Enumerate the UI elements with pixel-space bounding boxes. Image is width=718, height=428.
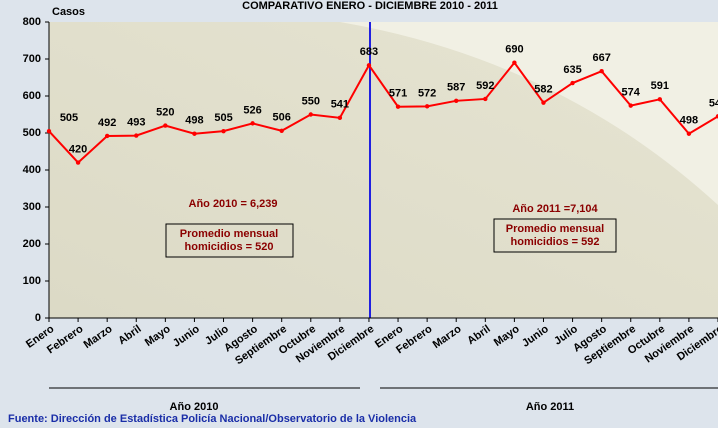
box-text: Promedio mensual (506, 223, 604, 235)
data-label: 505 (214, 112, 232, 124)
data-label: 493 (127, 116, 145, 128)
box-text: homicidios = 592 (511, 236, 600, 248)
annotation: Año 2011 =7,104 (512, 203, 598, 215)
y-tick-label: 800 (23, 16, 41, 28)
data-label: 498 (680, 115, 698, 127)
point (599, 69, 604, 74)
source: Fuente: Dirección de Estadística Policía… (8, 413, 417, 425)
point (366, 63, 372, 68)
data-label: 526 (243, 104, 261, 116)
point (104, 133, 110, 139)
x-tick-label: Junio (171, 323, 202, 350)
plot-highlight (340, 22, 718, 205)
data-label: 505 (60, 112, 78, 124)
x-tick-label: Marzo (431, 323, 464, 351)
x-tick-label: Abril (465, 323, 492, 347)
data-label: 572 (418, 87, 436, 99)
point (308, 112, 313, 117)
point (628, 103, 633, 108)
data-label: 571 (389, 88, 407, 100)
y-tick-label: 600 (23, 90, 41, 102)
y-tick-label: 100 (23, 275, 41, 287)
x-tick-label: Junio (520, 323, 551, 350)
data-label: 545 (709, 97, 718, 109)
point (75, 160, 81, 165)
data-label: 498 (185, 115, 203, 127)
data-label: 550 (302, 95, 320, 107)
y-tick-label: 700 (23, 53, 41, 65)
point (279, 128, 284, 133)
point (657, 97, 663, 102)
point (541, 100, 546, 105)
y-tick-label: 400 (23, 164, 41, 176)
point (424, 104, 430, 109)
x-tick-label: Abril (116, 323, 143, 347)
point (483, 96, 488, 102)
data-label: 574 (622, 87, 641, 99)
point (134, 133, 139, 138)
box (493, 218, 617, 253)
point (192, 131, 197, 136)
point (454, 98, 459, 104)
point (250, 121, 255, 126)
data-label: 592 (476, 80, 494, 92)
data-label: 492 (98, 117, 116, 129)
box-text: Promedio mensual (180, 228, 278, 240)
data-label: 591 (651, 80, 669, 92)
data-label: 587 (447, 82, 465, 94)
point (686, 131, 692, 136)
box (165, 223, 294, 258)
data-label: 690 (505, 44, 523, 56)
chart-title: COMPARATIVO ENERO - DICIEMBRE 2010 - 201… (242, 0, 498, 12)
point (337, 115, 343, 121)
point (512, 60, 517, 65)
point (395, 104, 401, 109)
x-tick-label: Mayo (492, 323, 522, 349)
data-label: 541 (331, 99, 349, 111)
group-label: Año 2011 (526, 401, 574, 413)
point (715, 114, 718, 119)
point (163, 123, 168, 128)
point (221, 128, 226, 134)
box-text: homicidios = 520 (185, 241, 274, 253)
data-label: 582 (534, 84, 552, 96)
y-tick-label: 500 (23, 127, 41, 139)
data-label: 520 (156, 107, 174, 119)
group-label: Año 2010 (170, 401, 219, 413)
y-tick-label: 0 (35, 312, 41, 324)
point (570, 80, 575, 86)
series-line (48, 61, 718, 165)
x-tick-label: Mayo (143, 323, 173, 349)
y-label: Casos (52, 6, 85, 18)
y-tick-label: 200 (23, 238, 41, 250)
data-label: 667 (592, 52, 610, 64)
data-label: 420 (69, 144, 87, 156)
data-label: 506 (273, 112, 291, 124)
data-label: 635 (563, 64, 581, 76)
data-label: 683 (360, 46, 378, 58)
y-tick-label: 300 (23, 201, 41, 213)
point (46, 128, 52, 134)
annotation: Año 2010 = 6,239 (189, 198, 278, 210)
x-tick-label: Marzo (82, 323, 115, 351)
